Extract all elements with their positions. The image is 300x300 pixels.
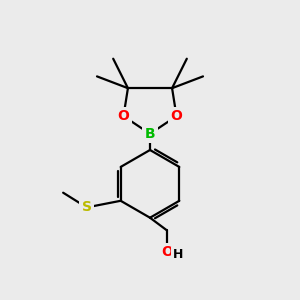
Text: O: O xyxy=(161,245,173,260)
Text: S: S xyxy=(82,200,92,214)
Text: B: B xyxy=(145,127,155,141)
Text: H: H xyxy=(173,248,183,261)
Text: O: O xyxy=(171,109,182,123)
Text: O: O xyxy=(118,109,129,123)
